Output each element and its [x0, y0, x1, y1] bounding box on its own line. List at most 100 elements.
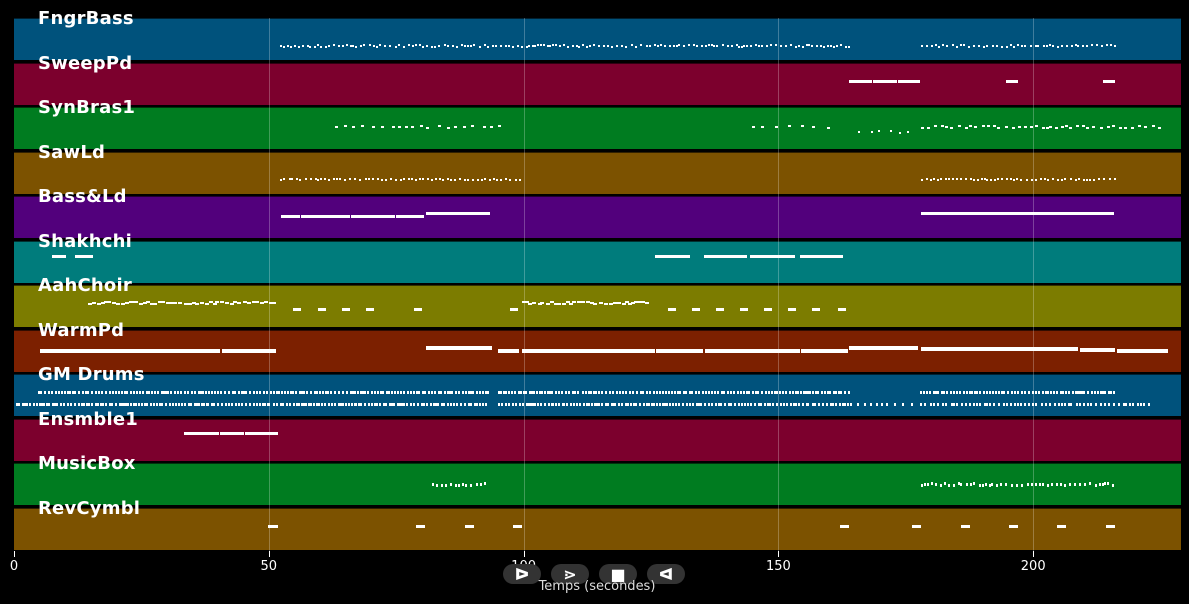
note: [399, 178, 402, 181]
note: [807, 403, 810, 406]
note: [348, 178, 351, 181]
note: [263, 301, 268, 304]
note: [288, 178, 291, 180]
note: [340, 403, 343, 406]
note: [656, 403, 659, 406]
note: [523, 391, 526, 394]
note: [1054, 127, 1058, 130]
note: [433, 45, 436, 48]
note: [533, 391, 536, 394]
note: [1041, 391, 1044, 394]
stop-icon[interactable]: ■: [599, 564, 637, 584]
track-label: Ensmble1: [38, 408, 138, 430]
note: [542, 44, 545, 47]
note: [625, 403, 628, 406]
note: [936, 178, 939, 181]
note: [223, 391, 226, 394]
note: [601, 391, 604, 394]
note: [937, 391, 940, 394]
note: [403, 391, 406, 394]
note: [139, 303, 144, 306]
note: [568, 391, 571, 394]
note: [1107, 403, 1110, 406]
note: [669, 44, 672, 47]
note: [634, 45, 637, 48]
note: [476, 403, 479, 406]
note: [614, 403, 617, 406]
note: [497, 125, 501, 128]
note: [840, 524, 849, 528]
note: [110, 403, 113, 406]
note: [394, 45, 397, 48]
rewind-icon[interactable]: ᐊ: [647, 564, 685, 584]
note: [167, 391, 170, 394]
note: [1060, 178, 1063, 181]
note: [467, 45, 470, 48]
note: [342, 403, 345, 406]
note: [426, 126, 429, 129]
note: [138, 391, 141, 394]
note: [355, 403, 358, 406]
note: [1006, 178, 1009, 181]
note: [577, 300, 582, 303]
note: [801, 403, 804, 406]
note: [216, 391, 219, 394]
note: [768, 403, 771, 406]
forward-icon[interactable]: ⋗: [551, 564, 589, 584]
note: [135, 403, 138, 406]
note: [656, 391, 659, 394]
note: [463, 126, 467, 129]
note: [530, 403, 533, 406]
note: [574, 391, 577, 394]
note: [960, 483, 963, 487]
note: [396, 215, 424, 218]
note: [78, 391, 81, 394]
note: [238, 403, 241, 406]
note: [351, 391, 354, 394]
note: [193, 403, 196, 406]
note: [461, 44, 464, 47]
play-icon[interactable]: ᐅ: [503, 564, 541, 584]
note: [572, 301, 577, 304]
note: [878, 130, 881, 133]
note: [505, 178, 508, 181]
note: [593, 391, 596, 394]
note: [907, 131, 910, 134]
note: [436, 483, 439, 487]
note: [74, 391, 77, 394]
note: [961, 524, 970, 528]
note: [303, 391, 306, 394]
note: [1053, 403, 1056, 406]
note: [982, 391, 985, 394]
note: [470, 483, 473, 487]
note: [478, 403, 481, 406]
note: [371, 178, 374, 181]
note: [21, 403, 24, 406]
note: [805, 391, 808, 394]
note: [54, 403, 57, 406]
note: [450, 403, 452, 406]
note: [668, 308, 676, 311]
note: [389, 45, 392, 48]
note: [1061, 44, 1064, 47]
note: [359, 178, 362, 181]
note: [589, 391, 592, 394]
note: [621, 391, 624, 394]
note: [698, 403, 701, 406]
note: [1081, 125, 1085, 128]
note: [483, 44, 486, 47]
note: [838, 308, 846, 311]
note: [446, 126, 450, 129]
note: [379, 403, 382, 406]
note: [978, 403, 981, 406]
note: [518, 403, 521, 406]
note: [1103, 178, 1106, 181]
note: [656, 45, 659, 48]
note: [483, 482, 486, 486]
note: [1059, 391, 1062, 394]
note: [808, 44, 811, 47]
note: [510, 308, 518, 311]
note: [195, 403, 198, 406]
note: [520, 45, 523, 48]
